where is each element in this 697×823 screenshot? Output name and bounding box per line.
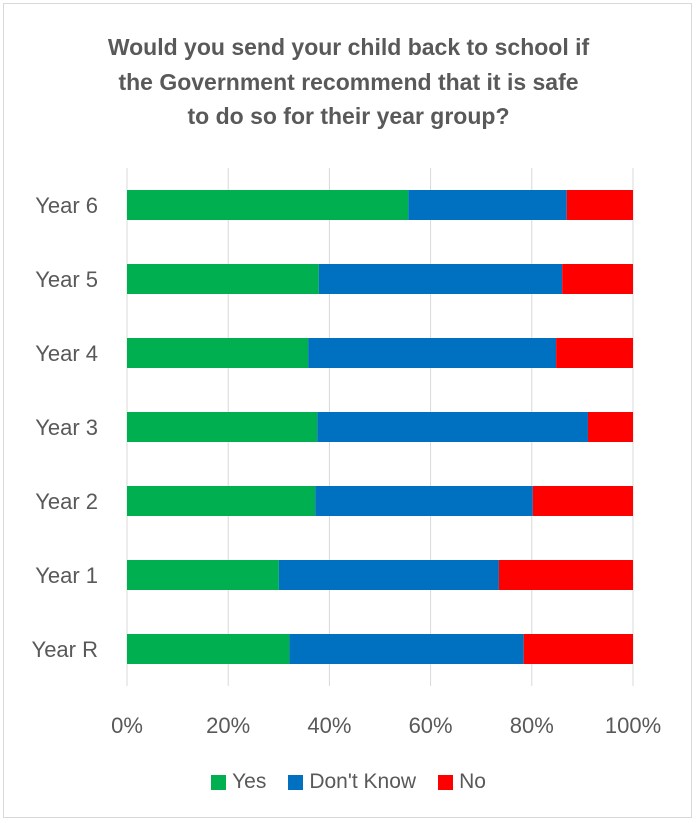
bar-no-year-4 (556, 338, 633, 368)
bar-don-t-know-year-5 (318, 264, 563, 294)
bar-don-t-know-year-3 (317, 412, 588, 442)
legend: Yes Don't Know No (0, 770, 697, 794)
bar-don-t-know-year-4 (308, 338, 557, 368)
bar-no-year-2 (532, 486, 633, 516)
legend-label-dont-know: Don't Know (309, 770, 417, 793)
category-label: Year 3 (35, 415, 98, 440)
chart-title-line-3: to do so for their year group? (187, 103, 510, 129)
bar-don-t-know-year-r (289, 634, 524, 664)
bar-yes-year-r (127, 634, 290, 664)
x-tick-label: 80% (510, 713, 554, 738)
bar-yes-year-4 (127, 338, 309, 368)
category-label: Year R (32, 637, 98, 662)
category-label: Year 5 (35, 267, 98, 292)
x-tick-label: 40% (307, 713, 351, 738)
bar-yes-year-6 (127, 190, 409, 220)
legend-swatch-yes (211, 774, 227, 790)
category-label: Year 4 (35, 341, 98, 366)
legend-item-yes: Yes (211, 770, 266, 794)
bar-no-year-6 (566, 190, 633, 220)
chart-title-line-1: Would you send your child back to school… (107, 34, 590, 60)
chart-area (3, 3, 692, 818)
bar-no-year-r (523, 634, 633, 664)
legend-swatch-dont-know (288, 774, 304, 790)
bar-no-year-5 (562, 264, 633, 294)
legend-label-no: No (459, 770, 486, 793)
chart-title-line-2: the Government recommend that it is safe (118, 68, 579, 95)
category-label: Year 2 (35, 489, 98, 514)
bar-don-t-know-year-6 (408, 190, 567, 220)
bar-no-year-1 (498, 560, 633, 590)
x-tick-label: 0% (111, 713, 143, 738)
legend-swatch-no (438, 774, 454, 790)
x-tick-label: 100% (605, 713, 661, 738)
category-label: Year 1 (35, 563, 98, 588)
legend-item-dont-know: Don't Know (288, 770, 416, 794)
legend-label-yes: Yes (232, 770, 267, 793)
chart-title: Would you send your child back to school… (0, 30, 697, 134)
bar-yes-year-1 (127, 560, 279, 590)
bar-no-year-3 (587, 412, 633, 442)
category-label: Year 6 (35, 193, 98, 218)
bar-don-t-know-year-1 (278, 560, 499, 590)
bar-don-t-know-year-2 (315, 486, 533, 516)
x-tick-label: 60% (409, 713, 453, 738)
bar-yes-year-2 (127, 486, 316, 516)
legend-item-no: No (438, 770, 486, 794)
x-tick-label: 20% (206, 713, 250, 738)
bar-yes-year-3 (127, 412, 318, 442)
bar-yes-year-5 (127, 264, 319, 294)
